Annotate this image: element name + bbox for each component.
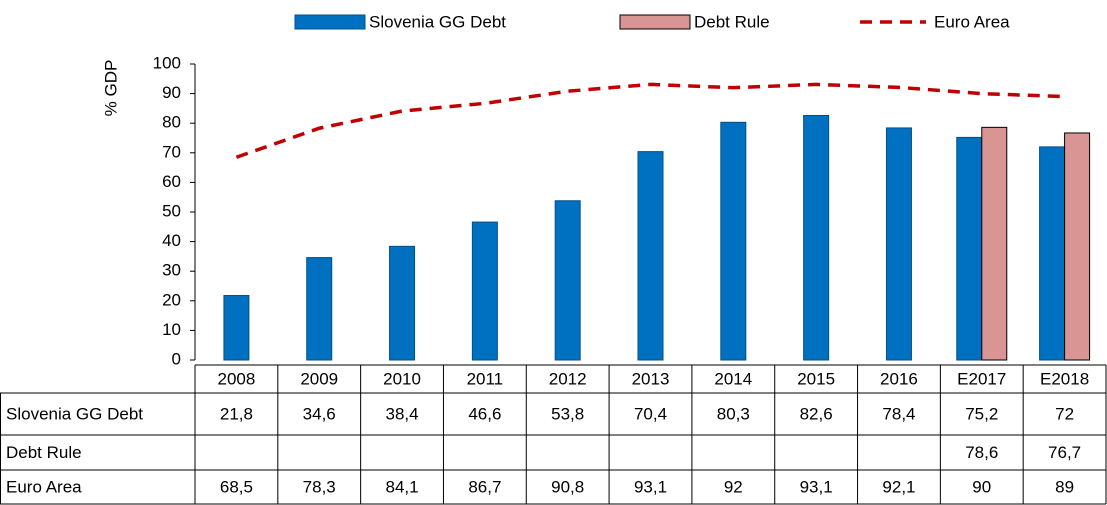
y-tick-label: 20	[162, 290, 181, 309]
table-row-label: Debt Rule	[6, 443, 82, 462]
x-tick-label: E2017	[957, 369, 1006, 388]
bar	[306, 257, 333, 361]
table-value: 75,2	[965, 404, 998, 423]
table-value: 90	[972, 477, 991, 496]
table-value: 93,1	[800, 477, 833, 496]
bar	[471, 221, 498, 361]
table-row-label: Euro Area	[6, 477, 82, 496]
x-tick-label: 2016	[880, 369, 918, 388]
table-value: 68,5	[220, 477, 253, 496]
y-tick-label: 0	[172, 349, 181, 368]
legend-label: Slovenia GG Debt	[369, 12, 506, 31]
table-value: 90,8	[551, 477, 584, 496]
bar	[803, 115, 830, 361]
x-tick-label: 2010	[383, 369, 421, 388]
bar	[1039, 146, 1066, 361]
bar	[720, 121, 747, 361]
x-tick-label: 2013	[632, 369, 670, 388]
table-value: 78,4	[882, 404, 915, 423]
y-tick-label: 70	[162, 142, 181, 161]
bar	[554, 200, 581, 361]
y-axis-label: % GDP	[101, 60, 120, 117]
table-row-label: Slovenia GG Debt	[6, 404, 143, 423]
bar	[956, 136, 983, 361]
bar	[637, 151, 664, 361]
legend-swatch	[294, 14, 366, 30]
y-tick-label: 60	[162, 172, 181, 191]
x-tick-label: 2008	[217, 369, 255, 388]
x-tick-label: 2014	[714, 369, 752, 388]
y-tick-label: 50	[162, 201, 181, 220]
bar	[1064, 132, 1091, 361]
x-tick-label: 2011	[467, 369, 504, 388]
table-value: 38,4	[385, 404, 418, 423]
table-value: 92	[724, 477, 743, 496]
table-value: 78,6	[965, 443, 998, 462]
x-tick-label: E2018	[1040, 369, 1089, 388]
y-tick-label: 100	[153, 53, 181, 72]
x-tick-label: 2009	[300, 369, 338, 388]
y-tick-label: 40	[162, 231, 181, 250]
y-tick-label: 80	[162, 113, 181, 132]
line	[235, 82, 1065, 159]
x-tick-label: 2012	[549, 369, 587, 388]
table-value: 46,6	[468, 404, 501, 423]
table-value: 34,6	[303, 404, 336, 423]
table-value: 70,4	[634, 404, 667, 423]
table-value: 80,3	[717, 404, 750, 423]
legend-swatch	[619, 14, 691, 30]
legend-label: Debt Rule	[694, 12, 770, 31]
bar	[885, 127, 912, 361]
bar	[389, 245, 416, 361]
table-value: 93,1	[634, 477, 667, 496]
table-value: 89	[1055, 477, 1074, 496]
x-tick-label: 2015	[797, 369, 835, 388]
table-value: 84,1	[385, 477, 418, 496]
table-value: 21,8	[220, 404, 253, 423]
table-value: 92,1	[882, 477, 915, 496]
table-value: 82,6	[800, 404, 833, 423]
table-value: 78,3	[303, 477, 336, 496]
bar	[981, 126, 1008, 361]
y-tick-label: 10	[162, 320, 181, 339]
table-value: 72	[1055, 404, 1074, 423]
bar	[223, 294, 250, 361]
legend-label: Euro Area	[934, 12, 1010, 31]
y-tick-label: 30	[162, 261, 181, 280]
y-tick-label: 90	[162, 83, 181, 102]
table-value: 76,7	[1048, 443, 1081, 462]
table-value: 53,8	[551, 404, 584, 423]
table-value: 86,7	[468, 477, 501, 496]
